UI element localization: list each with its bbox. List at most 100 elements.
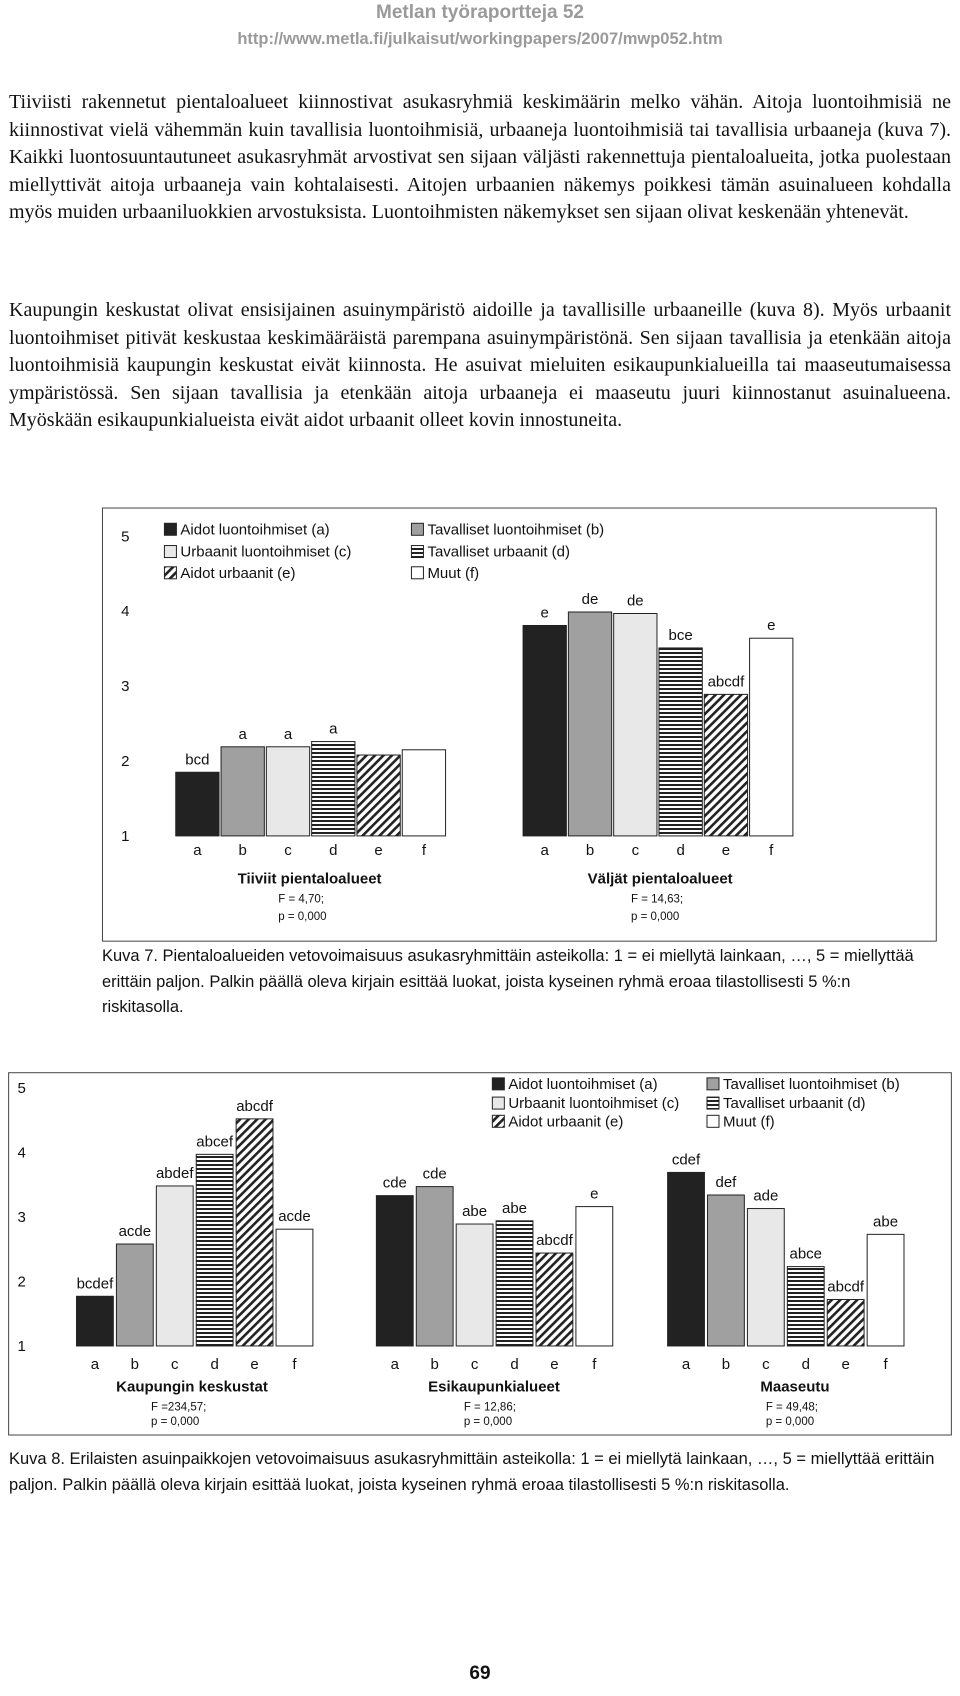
y-tick-label: 4 (18, 1144, 26, 1161)
chart-frame (101, 507, 937, 942)
legend-swatch (491, 1114, 505, 1128)
group-title: Maaseutu (760, 1378, 829, 1395)
group-note: p = 0,000 (151, 1416, 199, 1428)
group-title: Kaupungin keskustat (116, 1378, 268, 1395)
legend-swatch (410, 545, 424, 559)
group-note: p = 0,000 (464, 1416, 512, 1428)
y-tick-label: 4 (121, 603, 129, 620)
legend-swatch (163, 545, 177, 559)
bar-code-label: b (586, 842, 594, 859)
bar-code-label: e (250, 1356, 258, 1373)
bar (703, 693, 749, 837)
significance-label: de (582, 591, 599, 608)
bar (235, 1118, 274, 1347)
legend-swatch (706, 1077, 720, 1091)
group-note: F =234,57; (151, 1402, 206, 1414)
bar (356, 754, 401, 837)
bar (866, 1233, 905, 1347)
significance-label: bcdef (77, 1275, 115, 1292)
header-title: Metlan työraportteja 52 (376, 2, 584, 23)
bar (613, 612, 658, 837)
page-number: 69 (469, 1663, 491, 1684)
legend-label: Aidot urbaanit (e) (508, 1113, 623, 1130)
significance-label: acde (278, 1208, 311, 1225)
bar-code-label: e (374, 842, 382, 859)
legend-swatch (410, 566, 424, 580)
significance-label: abcdf (708, 673, 746, 690)
bar-code-label: b (239, 842, 247, 859)
significance-label: abe (462, 1203, 487, 1220)
significance-label: e (541, 604, 549, 621)
legend-label: Muut (f) (427, 565, 479, 582)
bar (195, 1153, 234, 1347)
significance-label: def (716, 1174, 738, 1191)
bar-code-label: a (91, 1356, 100, 1373)
bar (658, 647, 703, 837)
bar-code-label: f (769, 842, 774, 859)
bar (415, 1186, 454, 1347)
legend-label: Muut (f) (723, 1113, 775, 1130)
bar-code-label: e (841, 1356, 849, 1373)
bar (175, 771, 220, 837)
bar (567, 611, 613, 837)
group-note: F = 4,70; (278, 894, 324, 906)
significance-label: abcdf (827, 1279, 865, 1296)
bar (401, 749, 447, 837)
bar (455, 1223, 494, 1347)
paragraph: Tiiviisti rakennetut pientaloalueet kiin… (9, 91, 951, 224)
group-title: Esikaupunkialueet (428, 1378, 560, 1395)
legend-swatch (163, 522, 177, 536)
legend-label: Tavalliset urbaanit (d) (723, 1095, 866, 1112)
legend-swatch (491, 1096, 505, 1110)
significance-label: a (284, 726, 293, 743)
y-tick-label: 2 (18, 1273, 26, 1290)
chart-frame (8, 1072, 952, 1436)
legend-swatch (410, 522, 424, 536)
significance-label: bcd (185, 751, 209, 768)
y-tick-label: 3 (121, 678, 129, 695)
y-tick-label: 1 (18, 1338, 26, 1355)
bar-code-label: d (802, 1356, 810, 1373)
bar (155, 1185, 194, 1347)
legend-label: Aidot urbaanit (e) (180, 565, 295, 582)
bar (275, 1228, 314, 1347)
group-note: F = 12,86; (464, 1402, 516, 1414)
legend-label: Tavalliset luontoihmiset (b) (723, 1076, 900, 1093)
bar (535, 1252, 574, 1347)
bar-code-label: f (592, 1356, 597, 1373)
significance-label: cde (423, 1166, 447, 1183)
y-tick-label: 1 (121, 828, 129, 845)
y-tick-label: 5 (121, 528, 129, 545)
bar (220, 746, 265, 837)
bar-code-label: c (284, 842, 292, 859)
bar-code-label: d (676, 842, 684, 859)
bar-code-label: c (171, 1356, 179, 1373)
significance-label: abdef (156, 1165, 194, 1182)
legend-label: Tavalliset luontoihmiset (b) (427, 521, 604, 538)
significance-label: cde (383, 1175, 407, 1192)
bar-code-label: c (632, 842, 640, 859)
bar-code-label: f (292, 1356, 297, 1373)
bar-code-label: e (550, 1356, 558, 1373)
bar (76, 1295, 114, 1347)
legend-swatch (706, 1096, 720, 1110)
bar-code-label: f (422, 842, 427, 859)
significance-label: abce (789, 1246, 822, 1263)
bar (115, 1243, 154, 1347)
bar (311, 741, 356, 837)
bar (746, 1208, 785, 1347)
legend-swatch (706, 1114, 720, 1128)
bar (749, 637, 794, 837)
y-tick-label: 5 (18, 1080, 26, 1097)
legend-label: Urbaanit luontoihmiset (c) (508, 1095, 679, 1112)
significance-label: a (329, 721, 338, 738)
significance-label: cdef (672, 1151, 701, 1168)
group-title: Väljät pientaloalueet (588, 870, 733, 887)
legend-label: Aidot luontoihmiset (a) (508, 1076, 657, 1093)
legend-swatch (163, 566, 177, 580)
group-note: F = 14,63; (631, 894, 683, 906)
bar-code-label: a (193, 842, 202, 859)
legend-label: Aidot luontoihmiset (a) (180, 521, 329, 538)
